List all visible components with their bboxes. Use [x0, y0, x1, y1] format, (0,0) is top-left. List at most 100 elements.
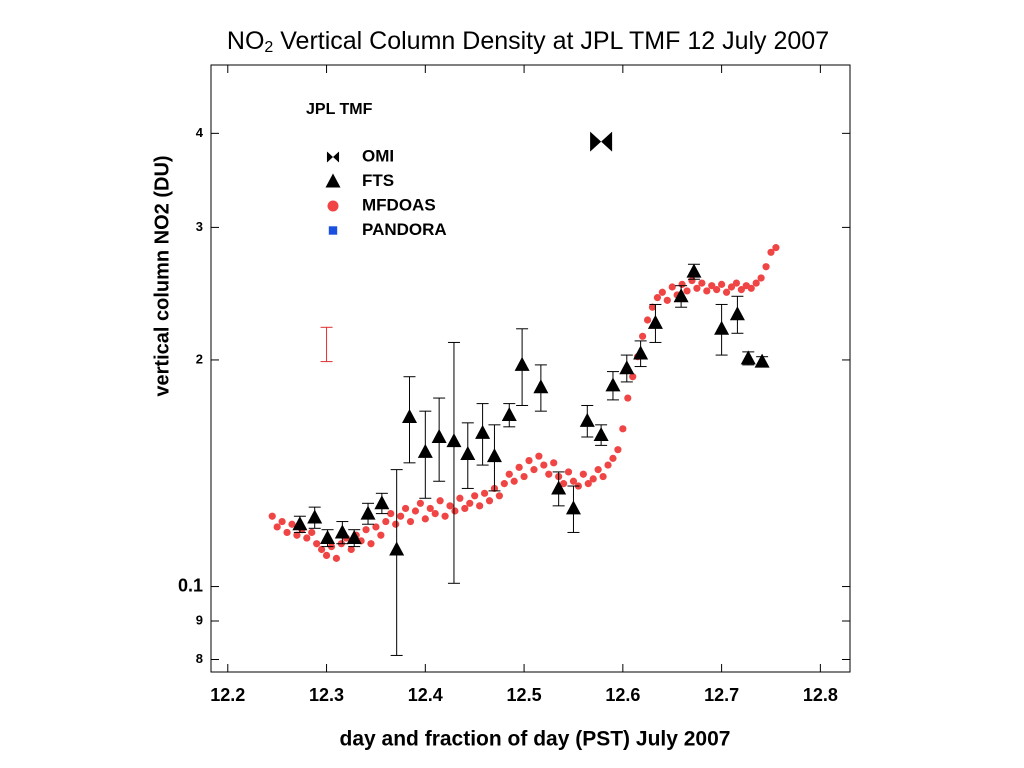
dot [718, 280, 726, 288]
triangle [486, 448, 502, 463]
triangle [374, 495, 390, 510]
dot [480, 489, 489, 497]
dot [569, 477, 578, 485]
dot [525, 457, 533, 465]
y-tick-label: 8 [196, 651, 203, 666]
dot [327, 200, 339, 212]
dot [614, 446, 622, 454]
dot [727, 283, 736, 291]
x-tick-label: 12.3 [309, 685, 344, 705]
chart-title: NO2 Vertical Column Density at JPL TMF 1… [227, 27, 829, 57]
dot [772, 244, 780, 252]
legend-label: PANDORA [362, 220, 447, 239]
dot [510, 477, 518, 485]
bowtie [590, 131, 613, 152]
triangle [320, 530, 336, 545]
legend-item: MFDOAS [327, 195, 436, 214]
dot [604, 461, 612, 469]
x-tick-label: 12.4 [408, 685, 443, 705]
y-tick-label: 3 [196, 219, 203, 234]
dot [322, 551, 331, 559]
triangle [501, 407, 517, 422]
dot [436, 497, 444, 505]
dot [658, 288, 666, 296]
triangle [605, 377, 621, 392]
y-tick-label: 0.1 [178, 575, 203, 595]
dot [688, 276, 696, 285]
dot [293, 531, 301, 539]
dot [653, 294, 662, 302]
dot [273, 523, 281, 531]
dot [713, 286, 721, 294]
triangle [307, 509, 323, 524]
dot [377, 531, 385, 539]
dot [589, 475, 597, 483]
dot [495, 492, 503, 500]
triangle [325, 173, 341, 188]
triangle [460, 445, 476, 460]
dot [278, 517, 286, 526]
dot [347, 545, 355, 554]
triangle [714, 320, 730, 335]
dot [535, 452, 543, 460]
dot [362, 526, 370, 534]
dot [401, 504, 410, 513]
dot [520, 472, 528, 481]
triangle [633, 345, 649, 360]
dot [609, 454, 617, 462]
dot [683, 287, 691, 295]
title-sub: 2 [264, 39, 273, 56]
dot [318, 545, 326, 554]
triangle [334, 524, 350, 539]
dot [708, 282, 716, 290]
dot [648, 303, 657, 311]
triangle [754, 353, 770, 368]
y-tick-label: 4 [196, 125, 204, 140]
dot [747, 284, 755, 292]
dot [406, 517, 415, 526]
dot [732, 279, 741, 287]
title-part: NO [227, 27, 265, 55]
x-tick-label: 12.6 [605, 685, 640, 705]
dot [629, 373, 637, 381]
triangle [565, 500, 581, 515]
dot [431, 510, 439, 518]
y-tick-label: 9 [196, 612, 203, 627]
dot [392, 520, 400, 528]
dot [446, 502, 454, 510]
legend-label: FTS [362, 171, 394, 190]
bowtie [326, 151, 340, 163]
dot [367, 540, 375, 548]
dot [387, 510, 395, 518]
dot [540, 461, 548, 469]
x-tick-label: 12.5 [507, 685, 542, 705]
triangle [389, 541, 405, 556]
dot [564, 468, 573, 476]
dot [303, 534, 311, 542]
dot [752, 279, 760, 287]
dot [599, 472, 607, 481]
plot-frame [210, 64, 851, 673]
dot [441, 512, 449, 520]
dot [283, 528, 291, 537]
triangle [673, 288, 689, 303]
dot [559, 480, 568, 488]
triangle [514, 356, 530, 371]
triangle [579, 412, 595, 427]
dot [594, 466, 602, 474]
triangle [446, 433, 462, 448]
dot [485, 497, 494, 505]
triangle [729, 306, 745, 321]
dot [668, 283, 676, 291]
title-part: Vertical Column Density at JPL TMF 12 Ju… [273, 27, 829, 55]
dot [643, 316, 652, 324]
dot [693, 284, 701, 292]
dot [663, 296, 671, 304]
dot [288, 520, 296, 528]
legend-label: OMI [362, 146, 394, 165]
dot [579, 470, 587, 478]
dot [678, 280, 686, 288]
x-tick-label: 12.2 [210, 685, 245, 705]
dot [411, 507, 420, 515]
